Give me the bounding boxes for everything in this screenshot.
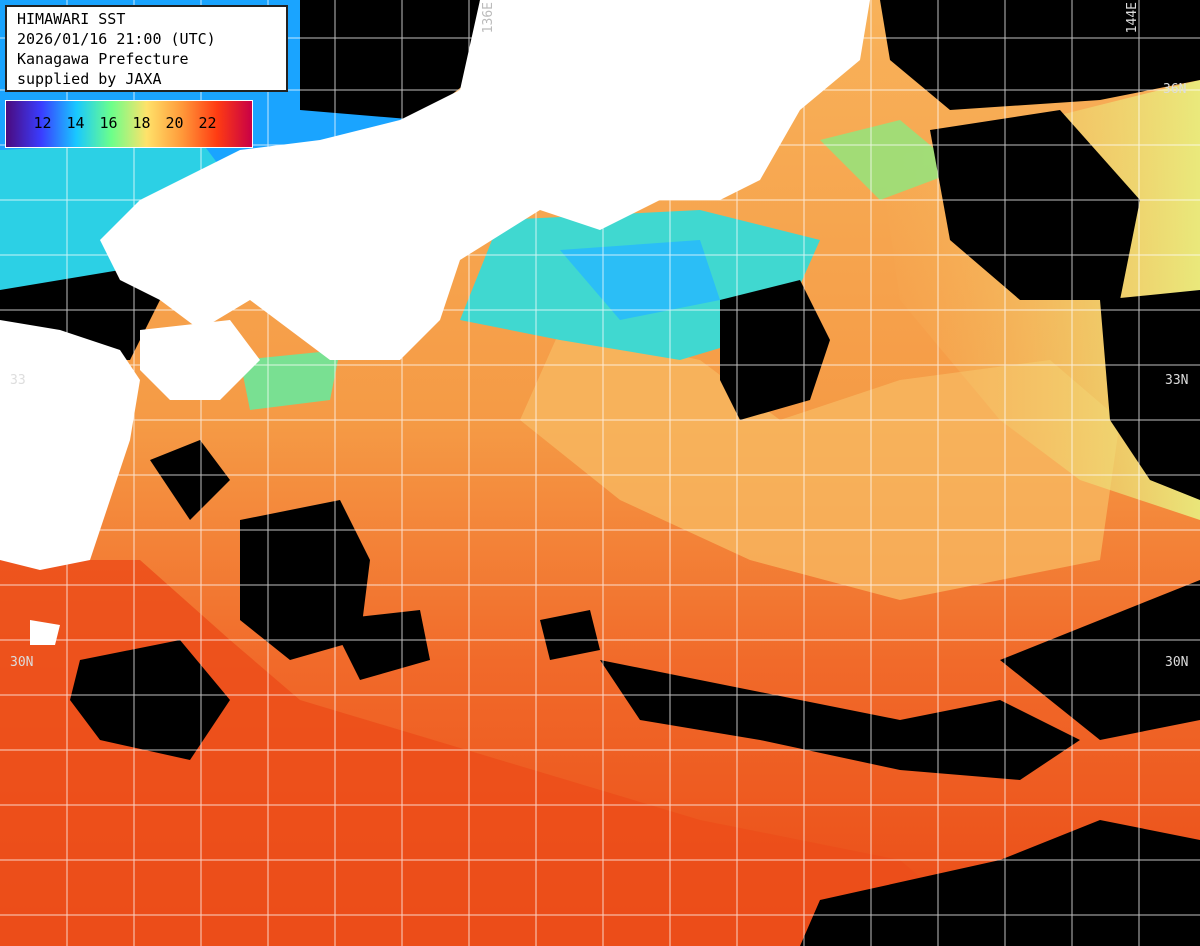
lat-label-33n-right: 33N xyxy=(1165,373,1189,388)
land-kyushu xyxy=(0,320,140,570)
lat-label-30n-left: 30N xyxy=(10,655,34,670)
lon-label-144e: 144E xyxy=(1125,2,1140,34)
info-line-title: HIMAWARI SST xyxy=(17,10,126,28)
land-island-south xyxy=(30,620,60,645)
lat-label-36n: 36N xyxy=(1163,82,1187,97)
temperature-legend: 12 14 16 18 20 22 xyxy=(5,100,253,148)
lat-label-30n-right: 30N xyxy=(1165,655,1189,670)
info-line-datetime: 2026/01/16 21:00 (UTC) xyxy=(17,30,216,48)
map-info-box: HIMAWARI SST 2026/01/16 21:00 (UTC) Kana… xyxy=(5,5,288,92)
legend-ticks: 12 14 16 18 20 22 xyxy=(6,114,252,134)
legend-tick: 16 xyxy=(99,114,118,132)
legend-color-bar xyxy=(6,101,252,147)
lon-label-136e: 136E xyxy=(481,2,496,34)
lat-label-33-left: 33 xyxy=(10,373,26,388)
info-line-source: supplied by JAXA xyxy=(17,70,162,88)
legend-tick: 20 xyxy=(165,114,184,132)
legend-tick: 14 xyxy=(66,114,85,132)
land-shikoku xyxy=(140,320,260,400)
legend-tick: 22 xyxy=(198,114,217,132)
sea-colder-coast xyxy=(560,240,720,320)
legend-tick: 18 xyxy=(132,114,151,132)
sea-warm-south xyxy=(0,560,1000,946)
legend-tick: 12 xyxy=(33,114,52,132)
info-line-region: Kanagawa Prefecture xyxy=(17,50,189,68)
sea-cool-northeast xyxy=(820,120,960,200)
